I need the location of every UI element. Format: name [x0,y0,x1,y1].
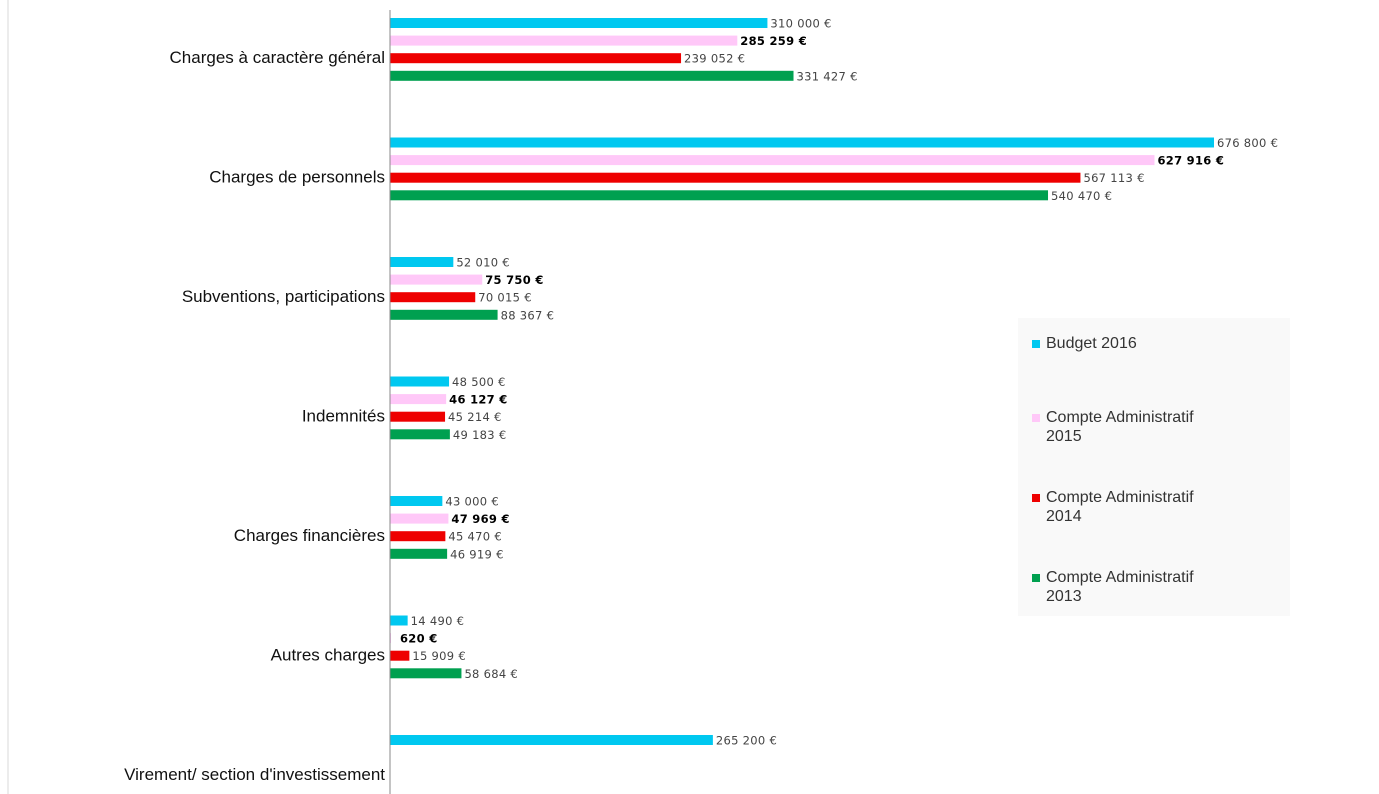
bar-compte-administratif-2015-charges-de-personnels [390,155,1155,166]
bar-compte-administratif-2014-charges-de-personnels [390,172,1081,183]
legend-label-line: Compte Administratif [1046,489,1194,506]
bar-compte-administratif-2015-indemnites [390,394,447,405]
value-label-budget-2016-virement-section-d-investissement: 265 200 € [716,734,777,748]
bar-budget-2016-autres-charges [390,615,408,626]
legend-label-line: Budget 2016 [1046,335,1137,352]
bar-budget-2016-subventions-participations [390,257,454,267]
value-label-compte-administratif-2014-subventions-participations: 70 015 € [478,291,532,305]
legend-swatch [1032,494,1040,502]
value-label-compte-administratif-2015-autres-charges: 620 € [400,632,438,646]
legend: Budget 2016 Compte Administratif 2015 Compt… [1018,318,1290,616]
value-label-compte-administratif-2014-charges-de-personnels: 567 113 € [1083,171,1144,185]
legend-label-line: 2014 [1046,508,1082,525]
legend-label: Compte Administratif 2015 [1046,408,1286,446]
value-labels: 310 000 € 285 259 € 239 052 € 331 427 € 676 … [400,17,1278,748]
value-label-budget-2016-indemnites: 48 500 € [452,375,506,389]
bar-budget-2016-charges-de-personnels [390,137,1214,148]
value-label-compte-administratif-2014-autres-charges: 15 909 € [412,649,466,663]
bar-compte-administratif-2013-charges-financieres [390,548,448,559]
bar-compte-administratif-2014-charges-financieres [390,531,446,542]
bar-compte-administratif-2015-charges-a-caractere-general [390,35,738,46]
bar-compte-administratif-2013-charges-a-caractere-general [390,70,794,81]
value-label-budget-2016-charges-a-caractere-general: 310 000 € [770,17,831,31]
bar-compte-administratif-2013-autres-charges [390,668,462,679]
bar-budget-2016-indemnites [390,376,450,387]
value-label-compte-administratif-2015-subventions-participations: 75 750 € [485,273,543,287]
value-label-compte-administratif-2013-autres-charges: 58 684 € [464,667,518,681]
bar-compte-administratif-2013-charges-de-personnels [390,190,1049,201]
category-label-autres-charges: Autres charges [271,646,385,665]
legend-label: Compte Administratif 2013 [1046,568,1286,606]
legend-item-compte-administratif-2014: Compte Administratif 2014 [1032,488,1286,526]
category-label-charges-a-caractere-general: Charges à caractère général [170,48,385,67]
bar-compte-administratif-2014-charges-a-caractere-general [390,53,682,64]
legend-label-line: Compte Administratif [1046,409,1194,426]
bar-compte-administratif-2015-subventions-participations [390,274,483,285]
value-label-compte-administratif-2013-indemnites: 49 183 € [453,428,507,442]
bar-budget-2016-charges-financieres [390,496,443,506]
legend-label-line: 2013 [1046,588,1082,605]
bar-budget-2016-charges-a-caractere-general [390,18,768,28]
bars-group [390,18,1214,745]
value-label-compte-administratif-2014-indemnites: 45 214 € [448,410,502,424]
value-label-compte-administratif-2013-charges-de-personnels: 540 470 € [1051,189,1112,203]
legend-swatch [1032,574,1040,582]
value-label-compte-administratif-2013-charges-a-caractere-general: 331 427 € [797,69,858,83]
bar-compte-administratif-2013-subventions-participations [390,309,498,320]
category-labels: Charges à caractère général Charges de pe… [124,48,385,784]
legend-item-budget-2016: Budget 2016 [1032,334,1286,353]
bar-compte-administratif-2015-charges-financieres [390,513,449,524]
category-label-charges-financieres: Charges financières [234,526,385,545]
bar-compte-administratif-2014-subventions-participations [390,292,476,303]
value-label-budget-2016-autres-charges: 14 490 € [411,614,465,628]
value-label-compte-administratif-2013-subventions-participations: 88 367 € [501,308,555,322]
value-label-budget-2016-charges-de-personnels: 676 800 € [1217,136,1278,150]
value-label-compte-administratif-2015-indemnites: 46 127 € [449,393,507,407]
legend-swatch [1032,340,1040,348]
legend-item-compte-administratif-2015: Compte Administratif 2015 [1032,408,1286,446]
category-label-subventions-participations: Subventions, participations [182,287,385,306]
value-label-compte-administratif-2015-charges-a-caractere-general: 285 259 € [740,34,807,48]
value-label-compte-administratif-2015-charges-de-personnels: 627 916 € [1157,154,1224,168]
bar-compte-administratif-2014-indemnites [390,411,446,422]
value-label-compte-administratif-2014-charges-financieres: 45 470 € [448,530,502,544]
category-label-indemnites: Indemnités [302,407,385,426]
legend-label: Compte Administratif 2014 [1046,488,1286,526]
value-label-budget-2016-subventions-participations: 52 010 € [456,256,510,270]
value-label-budget-2016-charges-financieres: 43 000 € [445,495,499,509]
bar-compte-administratif-2013-indemnites [390,429,450,440]
bar-budget-2016-virement-section-d-investissement [390,735,713,745]
legend-swatch [1032,414,1040,422]
legend-label-line: Compte Administratif [1046,569,1194,586]
value-label-compte-administratif-2013-charges-financieres: 46 919 € [450,547,504,561]
legend-label-line: 2015 [1046,428,1082,445]
legend-item-compte-administratif-2013: Compte Administratif 2013 [1032,568,1286,606]
legend-label: Budget 2016 [1046,334,1286,353]
value-label-compte-administratif-2014-charges-a-caractere-general: 239 052 € [684,52,745,66]
category-label-virement-section-d-investissement: Virement/ section d'investissement [124,765,385,784]
bar-compte-administratif-2014-autres-charges [390,650,410,661]
category-label-charges-de-personnels: Charges de personnels [209,168,385,187]
value-label-compte-administratif-2015-charges-financieres: 47 969 € [451,512,509,526]
